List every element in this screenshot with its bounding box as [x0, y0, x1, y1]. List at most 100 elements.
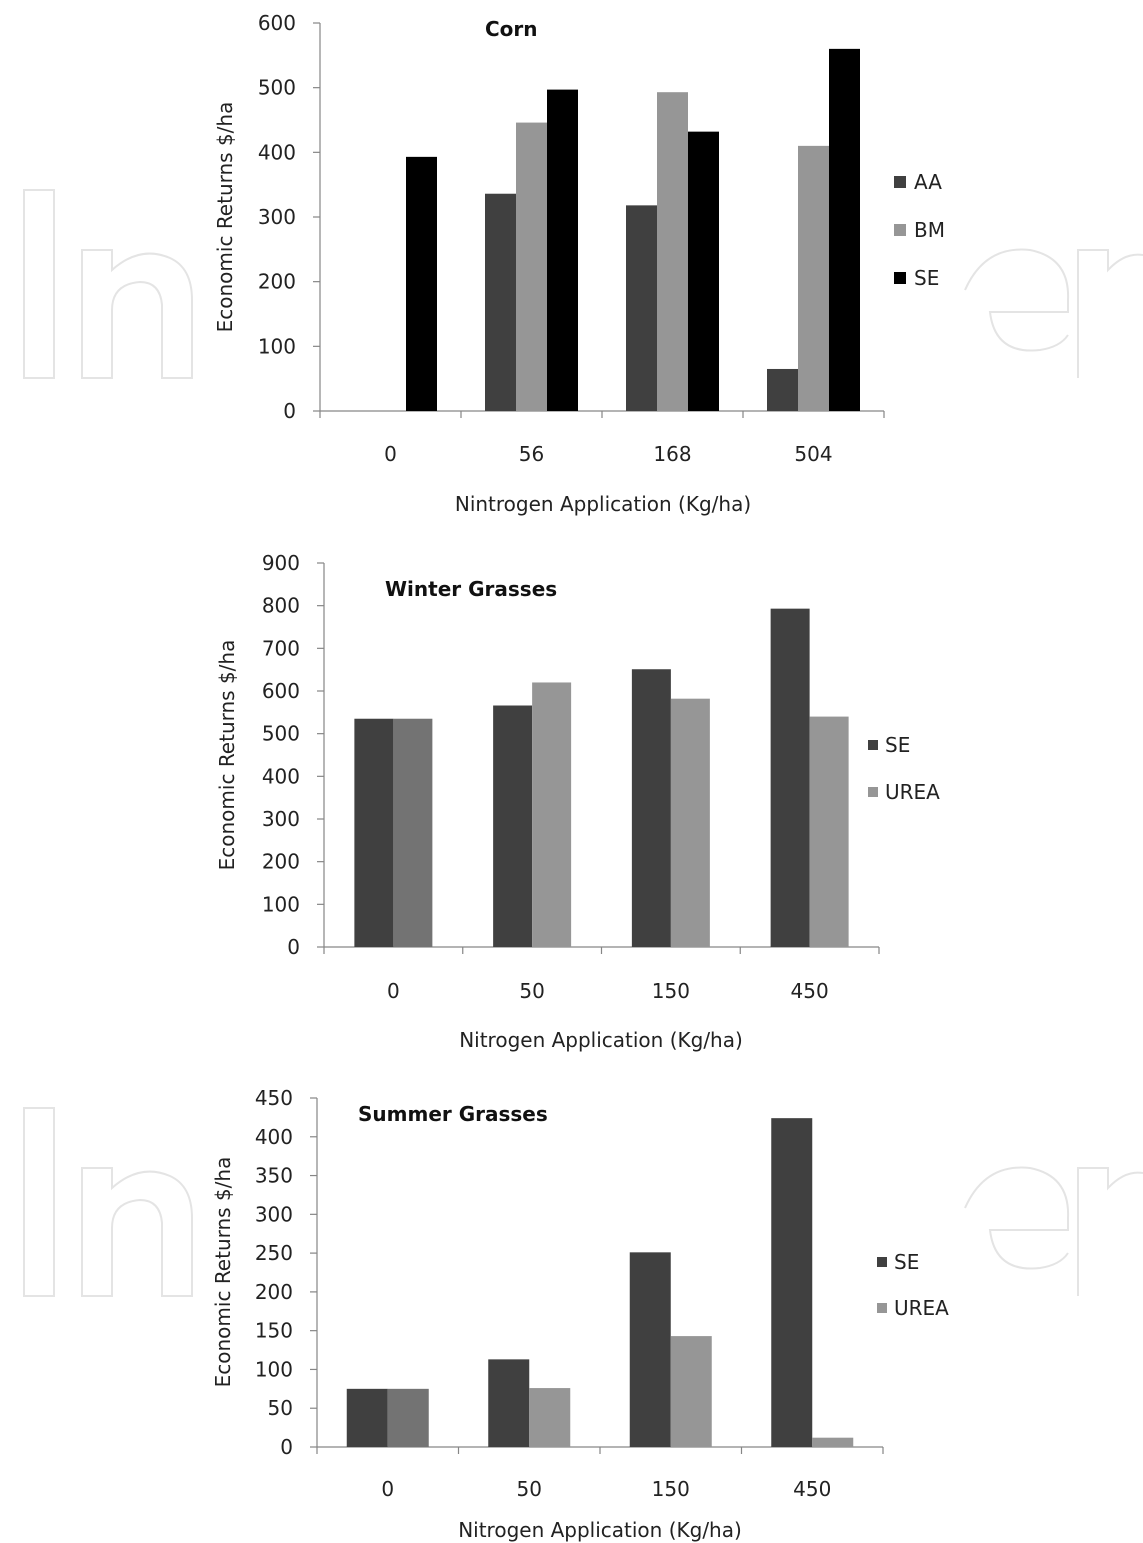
watermark-letter-n2: [1077, 249, 1143, 378]
bar-se-150: [629, 1252, 671, 1447]
legend: SE UREA: [877, 1250, 949, 1320]
legend: AA BM SE: [894, 170, 945, 290]
bar-bm-56: [516, 122, 547, 411]
y-axis-title: Economic Returns $/ha: [213, 102, 237, 333]
watermark-logo: [23, 189, 1143, 1297]
x-category-label: 0: [387, 979, 400, 1003]
watermark-shape: [23, 189, 1143, 379]
x-axis-title: Nintrogen Application (Kg/ha): [455, 492, 751, 516]
x-category-label: 0: [381, 1477, 394, 1501]
chart-summer-grasses: Summer Grasses 0 50 100 150 200 250 300 350 400 45…: [211, 1086, 949, 1542]
watermark-letter-i: [23, 1107, 55, 1297]
legend-label-bm: BM: [914, 218, 945, 242]
x-category-label: 504: [794, 442, 832, 466]
legend-label-se: SE: [914, 266, 939, 290]
bar-urea-150: [670, 698, 710, 947]
y-tick-label: 200: [262, 850, 300, 874]
bar-se-0: [406, 156, 437, 411]
bar-se-50: [488, 1359, 530, 1447]
bar-aa-56: [485, 193, 516, 411]
y-tick-label: 700: [262, 636, 300, 660]
legend-swatch-se: [877, 1257, 887, 1267]
legend-label-aa: AA: [914, 170, 942, 194]
bar-urea-450: [809, 716, 849, 947]
legend: SE UREA: [868, 733, 940, 804]
x-category-label: 150: [652, 979, 690, 1003]
y-tick-label: 400: [262, 764, 300, 788]
x-category-label: 168: [653, 442, 691, 466]
watermark-shape: [23, 1107, 1143, 1297]
x-category-label: 50: [517, 1477, 542, 1501]
bar-urea-450: [812, 1437, 854, 1447]
legend-swatch-se: [894, 272, 906, 284]
chart-winter-grasses: Winter Grasses 0 100 200 300 400 500 600 700 800 9…: [215, 551, 940, 1052]
y-tick-label: 400: [258, 140, 296, 164]
watermark-letter-n: [81, 1167, 193, 1297]
x-category-label: 0: [384, 442, 397, 466]
legend-swatch-urea: [868, 787, 878, 797]
x-category-label: 56: [519, 442, 544, 466]
y-tick-label: 300: [262, 807, 300, 831]
chart-title: Corn: [485, 17, 538, 41]
y-axis-title: Economic Returns $/ha: [215, 640, 239, 871]
x-axis-title: Nitrogen Application (Kg/ha): [458, 1518, 742, 1542]
y-tick-label: 100: [262, 892, 300, 916]
bar-bm-168: [657, 92, 688, 412]
legend-swatch-urea: [877, 1303, 887, 1313]
legend-label-urea: UREA: [894, 1296, 949, 1320]
bar-se-0: [346, 1388, 388, 1447]
bar-urea-0: [387, 1388, 429, 1447]
y-tick-label: 900: [262, 551, 300, 575]
y-tick-label: 450: [255, 1086, 293, 1110]
watermark-letter-e: [964, 1166, 1070, 1270]
y-tick-label: 150: [255, 1319, 293, 1343]
legend-label-se: SE: [885, 733, 910, 757]
bar-urea-150: [670, 1336, 712, 1447]
x-category-label: 150: [652, 1477, 690, 1501]
y-tick-label: 0: [280, 1435, 293, 1459]
chart-title: Summer Grasses: [358, 1102, 548, 1126]
x-category-label: 50: [519, 979, 544, 1003]
y-tick-label: 600: [258, 11, 296, 35]
bar-se-168: [688, 131, 719, 411]
bar-se-450: [771, 1118, 813, 1447]
y-tick-label: 400: [255, 1125, 293, 1149]
y-tick-label: 50: [268, 1396, 293, 1420]
legend-swatch-bm: [894, 224, 906, 236]
legend-swatch-aa: [894, 176, 906, 188]
bar-urea-50: [532, 682, 572, 947]
y-tick-label: 300: [258, 205, 296, 229]
x-category-label: 450: [793, 1477, 831, 1501]
y-tick-label: 100: [258, 334, 296, 358]
watermark-letter-n2: [1077, 1167, 1143, 1296]
y-tick-label: 500: [258, 76, 296, 100]
bar-se-450: [770, 608, 810, 947]
watermark-letter-n: [81, 249, 193, 379]
chart-corn: Corn 0 100 200 300 400 500 600 0 56 168 504 Nintroge…: [213, 11, 945, 516]
x-category-label: 450: [791, 979, 829, 1003]
y-tick-label: 500: [262, 722, 300, 746]
legend-label-urea: UREA: [885, 780, 940, 804]
y-tick-label: 0: [283, 399, 296, 423]
bar-urea-50: [529, 1388, 571, 1447]
bar-se-504: [829, 48, 860, 411]
y-tick-label: 600: [262, 679, 300, 703]
bar-aa-504: [767, 368, 798, 411]
y-tick-label: 250: [255, 1241, 293, 1265]
watermark-letter-i: [23, 189, 55, 379]
chart-title: Winter Grasses: [385, 577, 557, 601]
bar-se-150: [631, 669, 671, 947]
y-axis-title: Economic Returns $/ha: [211, 1157, 235, 1388]
y-tick-label: 800: [262, 594, 300, 618]
legend-label-se: SE: [894, 1250, 919, 1274]
bar-urea-0: [393, 718, 433, 947]
bar-se-50: [493, 705, 533, 947]
bar-aa-168: [626, 205, 657, 411]
bar-se-56: [547, 89, 578, 412]
y-tick-label: 350: [255, 1164, 293, 1188]
watermark-letter-e: [964, 248, 1070, 352]
x-axis-title: Nitrogen Application (Kg/ha): [459, 1028, 743, 1052]
y-tick-label: 200: [255, 1280, 293, 1304]
